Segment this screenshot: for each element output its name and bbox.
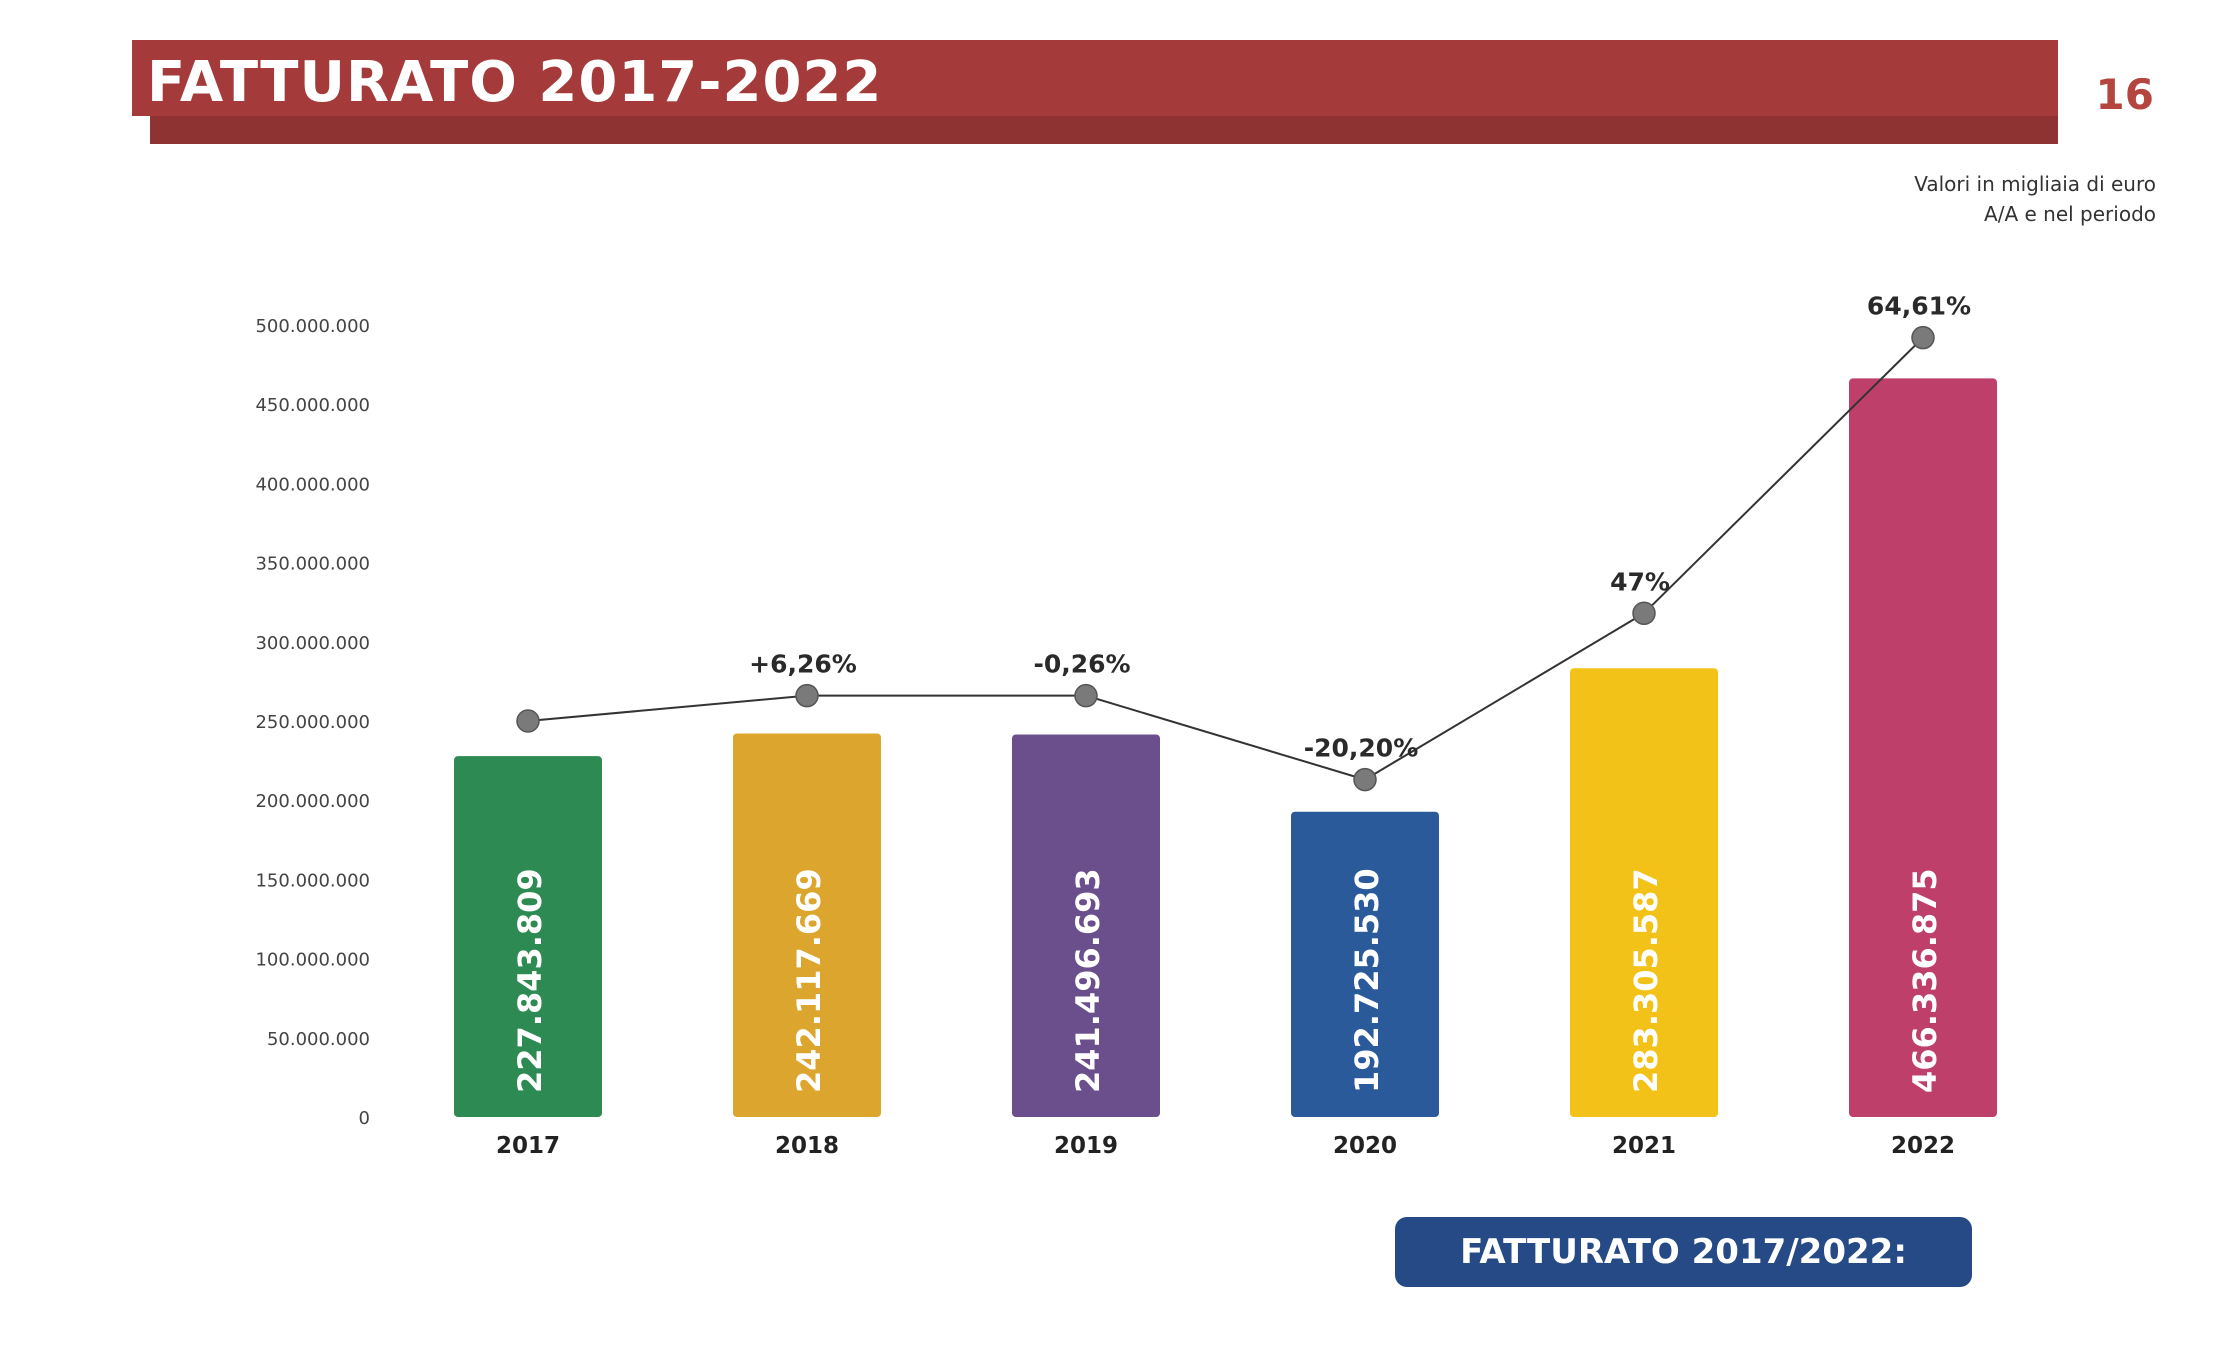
y-tick-label: 100.000.000 bbox=[255, 950, 370, 971]
y-tick-label: 500.000.000 bbox=[255, 316, 370, 337]
bar-2017 bbox=[454, 756, 602, 1117]
bar-value-label: 242.117.669 bbox=[790, 868, 828, 1093]
y-tick-label: 350.000.000 bbox=[255, 554, 370, 575]
growth-point bbox=[1632, 601, 1656, 626]
bar-2022 bbox=[1849, 378, 1997, 1117]
bar-2019 bbox=[1012, 734, 1160, 1117]
x-tick-label: 2019 bbox=[1054, 1133, 1118, 1159]
growth-label: -0,26% bbox=[1033, 650, 1130, 679]
bar-2018 bbox=[733, 733, 881, 1117]
bar-2021 bbox=[1570, 668, 1718, 1117]
bar-value-label: 241.496.693 bbox=[1069, 868, 1107, 1093]
bar-value-label: 227.843.809 bbox=[511, 868, 549, 1093]
y-tick-label: 450.000.000 bbox=[255, 395, 370, 416]
y-tick-label: 200.000.000 bbox=[255, 791, 370, 812]
x-tick-label: 2018 bbox=[775, 1133, 839, 1159]
x-tick-label: 2022 bbox=[1891, 1133, 1955, 1159]
y-tick-label: 400.000.000 bbox=[255, 474, 370, 495]
growth-point bbox=[795, 683, 819, 708]
total-growth-badge: FATTURATO 2017/2022: 104,67% bbox=[1395, 1217, 1972, 1342]
y-tick-label: 150.000.000 bbox=[255, 870, 370, 891]
growth-label: -20,20% bbox=[1304, 734, 1419, 763]
units-note: Valori in migliaia di euro bbox=[1914, 172, 2156, 196]
period-note: A/A e nel periodo bbox=[1984, 202, 2156, 226]
y-tick-label: 300.000.000 bbox=[255, 633, 370, 654]
growth-point bbox=[1353, 767, 1377, 792]
x-tick-label: 2021 bbox=[1612, 1133, 1676, 1159]
y-tick-label: 0 bbox=[359, 1108, 370, 1129]
y-tick-label: 250.000.000 bbox=[255, 712, 370, 733]
x-tick-label: 2020 bbox=[1333, 1133, 1397, 1159]
growth-point bbox=[516, 709, 540, 733]
page-number: 16 bbox=[2095, 70, 2154, 119]
x-tick-label: 2017 bbox=[496, 1133, 560, 1159]
bar-2020 bbox=[1291, 811, 1439, 1117]
header-band bbox=[132, 40, 2058, 116]
growth-point bbox=[1911, 325, 1935, 350]
bar-value-label: 192.725.530 bbox=[1348, 868, 1386, 1093]
revenue-chart: 0 50.000.000 100.000.000 150.000.000 200.000… bbox=[255, 292, 1997, 1159]
y-tick-label: 50.000.000 bbox=[267, 1029, 370, 1050]
bar-value-label: 283.305.587 bbox=[1627, 868, 1665, 1093]
bar-value-label: 466.336.875 bbox=[1906, 868, 1944, 1093]
growth-point bbox=[1074, 683, 1098, 708]
growth-label: +6,26% bbox=[749, 650, 857, 679]
page-title: FATTURATO 2017-2022 bbox=[147, 50, 883, 115]
growth-line bbox=[527, 336, 1924, 781]
growth-label: 64,61% bbox=[1867, 292, 1971, 321]
growth-label: 47% bbox=[1610, 567, 1670, 596]
